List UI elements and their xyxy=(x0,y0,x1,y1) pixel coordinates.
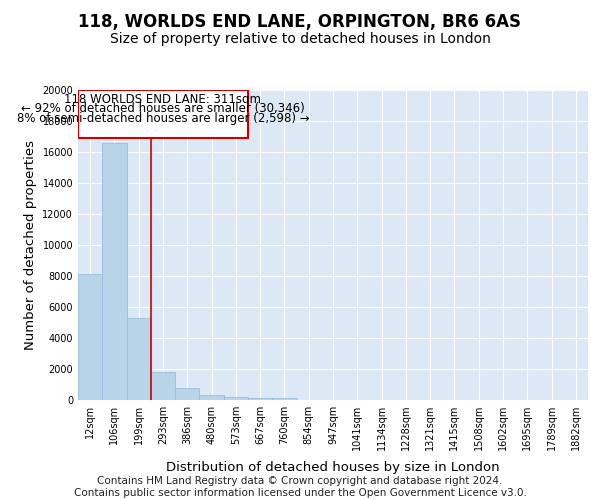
Text: ← 92% of detached houses are smaller (30,346): ← 92% of detached houses are smaller (30… xyxy=(21,102,305,116)
Bar xyxy=(127,318,151,400)
Bar xyxy=(175,388,199,400)
Bar xyxy=(78,90,248,138)
Y-axis label: Number of detached properties: Number of detached properties xyxy=(24,140,37,350)
Text: Size of property relative to detached houses in London: Size of property relative to detached ho… xyxy=(110,32,490,46)
Bar xyxy=(248,398,272,400)
X-axis label: Distribution of detached houses by size in London: Distribution of detached houses by size … xyxy=(166,462,500,474)
Bar xyxy=(199,396,224,400)
Text: 118 WORLDS END LANE: 311sqm: 118 WORLDS END LANE: 311sqm xyxy=(65,93,262,106)
Bar xyxy=(272,398,296,400)
Text: Contains HM Land Registry data © Crown copyright and database right 2024.
Contai: Contains HM Land Registry data © Crown c… xyxy=(74,476,526,498)
Bar xyxy=(224,397,248,400)
Bar xyxy=(78,274,102,400)
Text: 118, WORLDS END LANE, ORPINGTON, BR6 6AS: 118, WORLDS END LANE, ORPINGTON, BR6 6AS xyxy=(79,12,521,30)
Text: 8% of semi-detached houses are larger (2,598) →: 8% of semi-detached houses are larger (2… xyxy=(17,112,310,124)
Bar xyxy=(151,372,175,400)
Bar xyxy=(102,144,127,400)
